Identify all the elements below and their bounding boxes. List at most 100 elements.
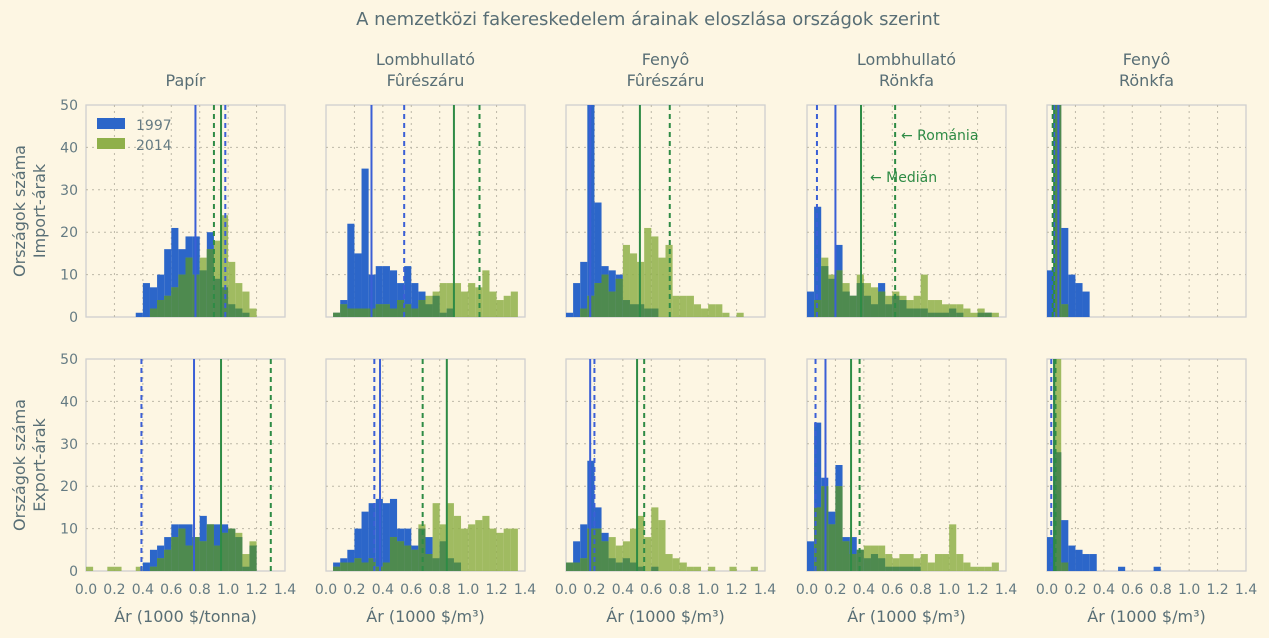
bar-2014 — [235, 283, 243, 317]
bar-overlap — [615, 562, 623, 571]
bar-2014 — [686, 295, 694, 317]
panel-1-4: 0.0 0.2 0.4 0.6 0.8 1.0 1.2 1.4 — [1036, 358, 1257, 598]
bar-overlap — [849, 554, 857, 571]
row-label-line1: Országok száma — [10, 145, 29, 277]
bar-overlap — [368, 558, 376, 571]
y-tick-label: 40 — [60, 394, 78, 410]
bar-overlap — [580, 558, 588, 571]
bar-1997 — [1075, 549, 1083, 571]
x-tick-label: 1.4 — [1235, 582, 1257, 598]
row-label-line1: Országok száma — [10, 399, 29, 531]
x-tick-label: 0.2 — [343, 582, 365, 598]
bar-2014 — [629, 253, 638, 317]
bar-1997 — [566, 312, 574, 317]
y-tick-label: 0 — [69, 310, 78, 326]
panel-1-3: 0.0 0.2 0.4 0.6 0.8 1.0 1.2 1.4 — [796, 358, 1017, 598]
bar-1997 — [164, 249, 172, 317]
bar-2014 — [942, 304, 950, 317]
x-tick-label: 1.2 — [966, 582, 988, 598]
bar-1997 — [354, 253, 362, 317]
bar-overlap — [333, 566, 341, 571]
bar-2014 — [934, 300, 943, 317]
bar-2014 — [750, 566, 758, 571]
bar-overlap — [347, 308, 355, 317]
bar-2014 — [892, 558, 900, 571]
bar-overlap — [956, 312, 964, 317]
bar-2014 — [489, 528, 497, 571]
bar-2014 — [870, 287, 879, 317]
bar-2014 — [453, 283, 462, 317]
x-tick-label: 0.0 — [1036, 582, 1058, 598]
bar-overlap — [157, 300, 165, 317]
bar-overlap — [1061, 304, 1069, 317]
bar-overlap — [828, 278, 836, 317]
bar-overlap — [984, 312, 992, 317]
bar-1997 — [382, 266, 390, 317]
bar-overlap — [361, 308, 369, 317]
x-tick-label: 1.2 — [485, 582, 507, 598]
x-tick-label: 0.2 — [824, 582, 846, 598]
legend-swatch-1997 — [97, 118, 125, 129]
panel-0-1 — [325, 104, 526, 318]
bar-2014 — [920, 554, 928, 571]
annotation-median: ← Medián — [870, 170, 937, 186]
bar-1997 — [1082, 554, 1090, 571]
bar-2014 — [228, 261, 236, 317]
bar-2014 — [991, 312, 999, 317]
bar-overlap — [164, 295, 172, 317]
bar-overlap — [361, 562, 369, 571]
x-tick-label: 1.2 — [245, 582, 267, 598]
bar-overlap — [347, 562, 355, 571]
bar-overlap — [340, 304, 348, 317]
bar-2014 — [672, 558, 680, 571]
bar-2014 — [920, 274, 928, 317]
bar-overlap — [149, 308, 158, 317]
x-axis-label: Ár (1000 $/m³) — [847, 607, 965, 626]
bar-2014 — [135, 566, 143, 571]
bar-1997 — [389, 498, 398, 571]
x-tick-label: 1.4 — [754, 582, 776, 598]
bar-overlap — [404, 304, 412, 317]
bar-overlap — [221, 287, 229, 317]
bar-overlap — [927, 312, 935, 317]
x-tick-label: 0.2 — [103, 582, 125, 598]
bar-overlap — [432, 558, 440, 571]
bar-2014 — [489, 291, 497, 317]
x-tick-label: 0.6 — [640, 582, 662, 598]
bar-overlap — [920, 308, 928, 317]
bar-overlap — [949, 308, 957, 317]
bar-overlap — [842, 291, 850, 317]
x-tick-label: 0.8 — [1150, 582, 1172, 598]
bar-overlap — [171, 287, 179, 317]
x-tick-label: 1.0 — [697, 582, 719, 598]
x-tick-label: 0.6 — [881, 582, 903, 598]
bar-1997 — [1061, 520, 1069, 571]
bar-overlap — [171, 537, 179, 571]
row-label-line2: Export-árak — [30, 417, 49, 511]
bar-overlap — [178, 528, 186, 571]
bar-2014 — [496, 300, 504, 317]
bar-overlap — [899, 300, 907, 317]
bar-overlap — [842, 541, 850, 571]
bar-overlap — [425, 554, 433, 571]
y-tick-label: 50 — [60, 352, 78, 368]
x-tick-label: 0.4 — [372, 582, 394, 598]
bar-2014 — [608, 537, 616, 571]
x-tick-label: 0.0 — [555, 582, 577, 598]
column-header: Lombhullató — [857, 50, 956, 69]
bar-overlap — [213, 545, 222, 571]
bar-overlap — [382, 562, 390, 571]
bar-overlap — [249, 545, 257, 571]
bar-overlap — [615, 278, 623, 317]
x-tick-label: 0.4 — [1093, 582, 1115, 598]
row-label: Országok száma Export-árak — [10, 399, 49, 531]
bar-1997 — [347, 549, 355, 571]
bar-overlap — [1061, 562, 1069, 571]
bar-overlap — [149, 566, 158, 571]
bar-1997 — [1153, 566, 1161, 571]
bar-1997 — [1068, 274, 1076, 317]
bar-1997 — [1089, 554, 1097, 571]
bar-1997 — [573, 541, 581, 571]
x-tick-label: 0.0 — [796, 582, 818, 598]
bar-overlap — [439, 312, 447, 317]
